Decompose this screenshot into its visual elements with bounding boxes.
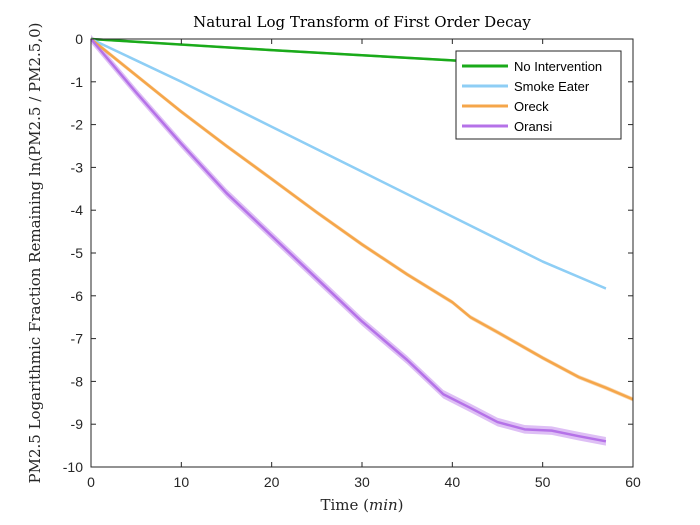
y-tick-label-6: -6 bbox=[71, 288, 84, 304]
x-tick-label-4: 40 bbox=[445, 474, 461, 490]
x-tick-label-3: 30 bbox=[354, 474, 370, 490]
y-axis-label: PM2.5 Logarithmic Fraction Remaining ln(… bbox=[26, 23, 44, 484]
legend-label-3: Oransi bbox=[514, 119, 552, 134]
legend-label-1: Smoke Eater bbox=[514, 79, 590, 94]
y-tick-label-9: -9 bbox=[71, 416, 84, 432]
y-ticks: 0 -1 -2 -3 -4 -5 -6 -7 -8 -9 -10 bbox=[63, 31, 633, 475]
chart-title: Natural Log Transform of First Order Dec… bbox=[193, 13, 531, 31]
y-axis-label-group: PM2.5 Logarithmic Fraction Remaining ln(… bbox=[26, 23, 44, 484]
y-tick-label-1: -1 bbox=[71, 74, 84, 90]
y-tick-label-5: -5 bbox=[71, 245, 84, 261]
y-tick-label-7: -7 bbox=[71, 331, 84, 347]
series-line-2 bbox=[90, 38, 634, 401]
x-tick-label-5: 50 bbox=[535, 474, 551, 490]
y-tick-label-2: -2 bbox=[71, 117, 84, 133]
y-tick-label-3: -3 bbox=[71, 159, 84, 175]
x-ticks: 0 10 20 30 40 50 60 bbox=[87, 39, 641, 490]
series-line-3 bbox=[90, 38, 607, 443]
series-line-1 bbox=[90, 37, 607, 290]
legend-label-2: Oreck bbox=[514, 99, 549, 114]
x-tick-label-2: 20 bbox=[264, 474, 280, 490]
x-tick-label-0: 0 bbox=[87, 474, 95, 490]
x-label-close: ) bbox=[398, 496, 404, 514]
legend: No Intervention Smoke Eater Oreck Oransi bbox=[455, 50, 622, 140]
x-tick-label-6: 60 bbox=[625, 474, 641, 490]
x-axis-label: Time (min) bbox=[320, 496, 403, 514]
y-tick-label-8: -8 bbox=[71, 373, 84, 389]
x-label-unit: min bbox=[369, 496, 398, 514]
x-tick-label-1: 10 bbox=[174, 474, 190, 490]
x-label-prefix: Time ( bbox=[320, 496, 369, 514]
legend-label-0: No Intervention bbox=[514, 59, 602, 74]
y-tick-label-0: 0 bbox=[75, 31, 83, 47]
y-tick-label-4: -4 bbox=[71, 202, 84, 218]
y-tick-label-10: -10 bbox=[63, 459, 83, 475]
